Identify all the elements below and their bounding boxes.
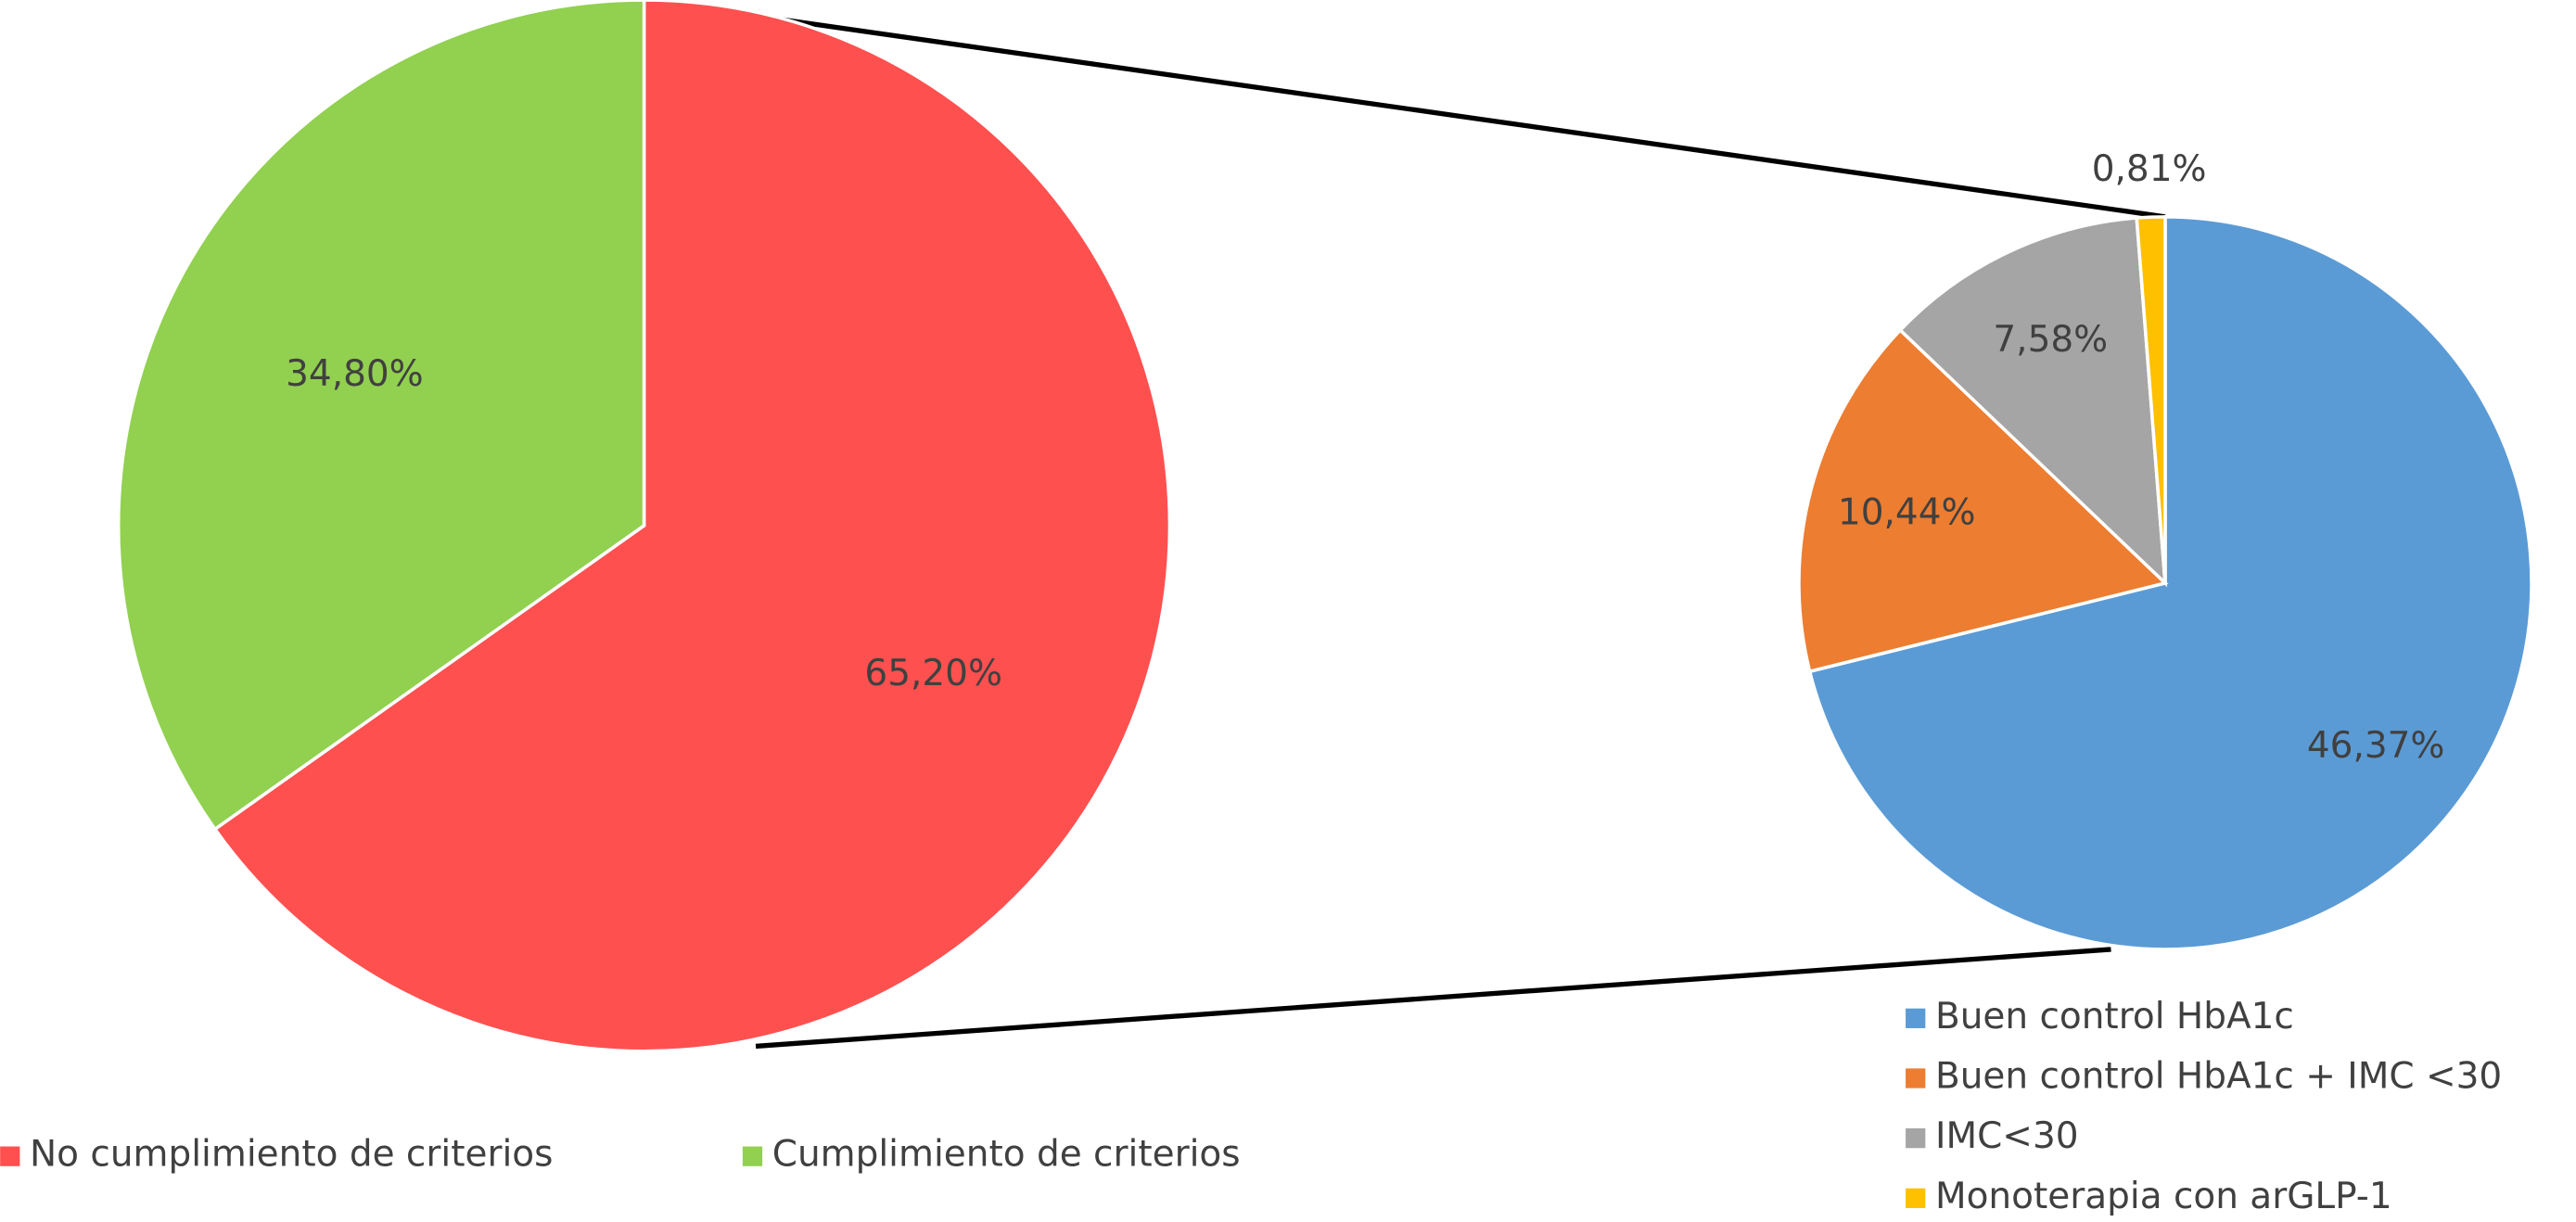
pie-slice (116, 0, 646, 832)
legend-swatch (0, 1146, 20, 1166)
legend-swatch (1906, 1128, 1926, 1149)
pie-slice (1797, 327, 2169, 674)
legend-label: IMC<30 (1935, 1115, 2079, 1157)
legend-swatch (1906, 1008, 1926, 1028)
legend-swatch (742, 1146, 763, 1166)
legend-label: Buen control HbA1c (1935, 996, 2294, 1037)
pie-slice (212, 0, 1172, 1053)
legend-label: Monoterapia con arGLP-1 (1935, 1176, 2392, 1217)
data-label: 7,58% (1993, 319, 2108, 361)
data-label: 0,81% (2092, 148, 2207, 190)
pie-slice (1897, 216, 2168, 588)
pie-slice (1807, 215, 2533, 951)
data-label: 10,44% (1838, 491, 1976, 533)
data-label: 65,20% (864, 653, 1002, 694)
connector-line (644, 0, 2166, 220)
legend-label: Cumplimiento de criterios (772, 1134, 1241, 1176)
legend-label: Buen control HbA1c + IMC <30 (1935, 1055, 2502, 1097)
pie-slice (2135, 215, 2167, 584)
data-label: 46,37% (2307, 725, 2445, 767)
connector-line (755, 947, 2111, 1050)
data-label: 34,80% (286, 353, 424, 395)
legend-label: No cumplimiento de criterios (30, 1134, 553, 1176)
legend-swatch (1906, 1188, 1926, 1208)
legend-swatch (1906, 1068, 1926, 1088)
